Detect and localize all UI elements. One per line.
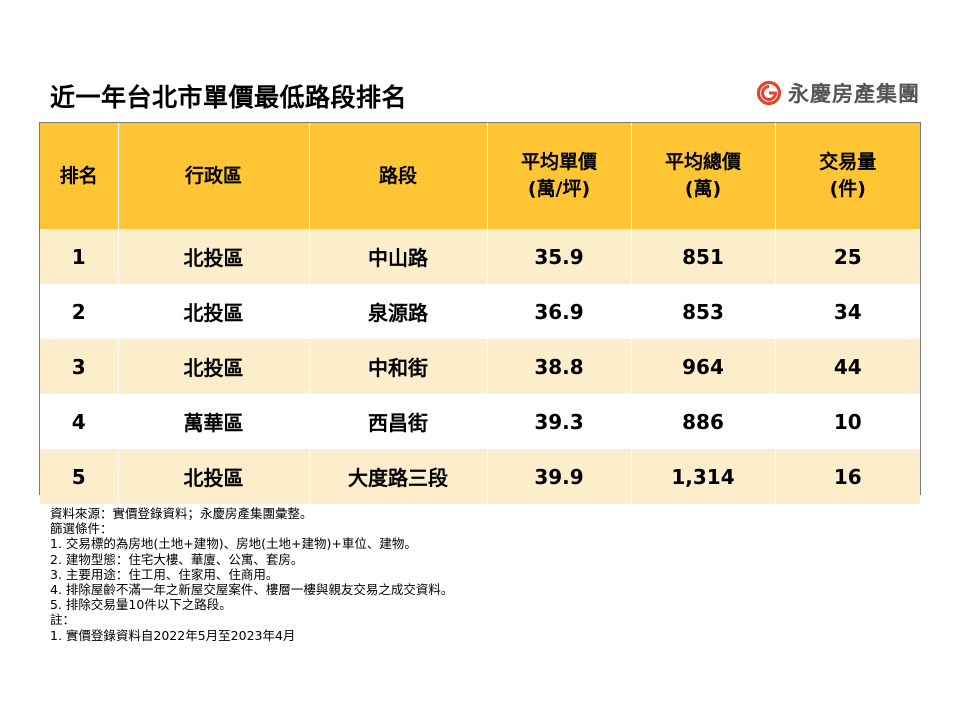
cell-district: 北投區 (117, 449, 310, 504)
cell-road: 中山路 (308, 229, 488, 284)
header-volume: 交易量 (件) (774, 123, 920, 229)
cell-avg-unit-price: 39.3 (486, 394, 632, 449)
note-filter-5: 5. 排除交易量10件以下之路段。 (50, 597, 232, 613)
note-remark-1: 1. 實價登錄資料自2022年5月至2023年4月 (50, 627, 296, 643)
note-source: 資料來源：實價登錄資料；永慶房產集團彙整。 (50, 506, 313, 521)
cell-avg-total-price: 851 (630, 229, 776, 284)
header-avg-total-price: 平均總價 (萬) (630, 123, 776, 229)
cell-district: 北投區 (117, 284, 310, 339)
table-row: 5 北投區 大度路三段 39.9 1,314 16 (40, 449, 920, 504)
footnotes: 資料來源：實價登錄資料；永慶房產集團彙整。 篩選條件： 1. 交易標的為房地(土… (50, 506, 453, 643)
cell-avg-unit-price: 39.9 (486, 449, 632, 504)
cell-volume: 10 (774, 394, 920, 449)
cell-road: 泉源路 (308, 284, 488, 339)
brand-logo: 永慶房產集團 (756, 78, 920, 108)
cell-volume: 16 (774, 449, 920, 504)
brand-name: 永慶房產集團 (788, 82, 920, 106)
table-row: 1 北投區 中山路 35.9 851 25 (40, 229, 920, 284)
cell-avg-total-price: 886 (630, 394, 776, 449)
cell-volume: 34 (774, 284, 920, 339)
note-filter-2: 2. 建物型態：住宅大樓、華廈、公寓、套房。 (50, 551, 304, 567)
cell-avg-unit-price: 38.8 (486, 339, 632, 394)
cell-road: 中和街 (308, 339, 488, 394)
cell-avg-unit-price: 35.9 (486, 229, 632, 284)
note-remark-heading: 註： (50, 612, 76, 628)
header-road: 路段 (308, 123, 488, 229)
header-avg-unit-price: 平均單價 (萬/坪) (486, 123, 632, 229)
cell-rank: 2 (40, 284, 119, 339)
table-row: 4 萬華區 西昌街 39.3 886 10 (40, 394, 920, 449)
cell-district: 萬華區 (117, 394, 310, 449)
cell-district: 北投區 (117, 229, 310, 284)
cell-district: 北投區 (117, 339, 310, 394)
ranking-table: 排名 行政區 路段 平均單價 (萬/坪) 平均總價 (萬) 交易量 (件) 1 北投區… (40, 123, 920, 504)
cell-rank: 3 (40, 339, 119, 394)
page-title: 近一年台北市單價最低路段排名 (50, 83, 408, 112)
cell-avg-total-price: 964 (630, 339, 776, 394)
table-header-row: 排名 行政區 路段 平均單價 (萬/坪) 平均總價 (萬) 交易量 (件) (40, 123, 920, 229)
cell-volume: 25 (774, 229, 920, 284)
cell-rank: 1 (40, 229, 119, 284)
table-row: 2 北投區 泉源路 36.9 853 34 (40, 284, 920, 339)
note-filter-4: 4. 排除屋齡不滿一年之新屋交屋案件、樓層一樓與親友交易之成交資料。 (50, 582, 454, 598)
cell-avg-total-price: 853 (630, 284, 776, 339)
brand-mark-icon (756, 80, 782, 106)
header-rank: 排名 (40, 123, 119, 229)
note-filter-1: 1. 交易標的為房地(土地+建物)、房地(土地+建物)+車位、建物。 (50, 536, 417, 552)
header-district: 行政區 (117, 123, 310, 229)
cell-volume: 44 (774, 339, 920, 394)
cell-avg-total-price: 1,314 (630, 449, 776, 504)
note-filter-3: 3. 主要用途：住工用、住家用、住商用。 (50, 566, 279, 582)
note-filter-heading: 篩選條件： (50, 521, 113, 537)
cell-rank: 4 (40, 394, 119, 449)
cell-road: 大度路三段 (308, 449, 488, 504)
cell-rank: 5 (40, 449, 119, 504)
cell-road: 西昌街 (308, 394, 488, 449)
table-row: 3 北投區 中和街 38.8 964 44 (40, 339, 920, 394)
cell-avg-unit-price: 36.9 (486, 284, 632, 339)
